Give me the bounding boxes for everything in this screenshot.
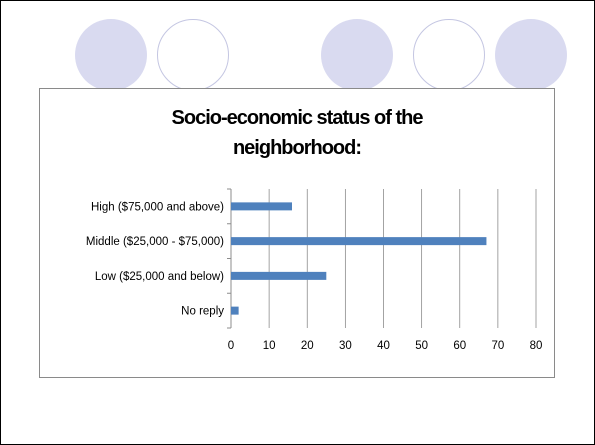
x-tick-label-3: 30 <box>339 340 352 352</box>
decorative-circle-3 <box>321 19 393 91</box>
x-tick-label-4: 40 <box>377 340 390 352</box>
decorative-circle-1 <box>75 19 147 91</box>
x-tick-label-0: 0 <box>228 340 234 352</box>
bar-2 <box>231 271 327 280</box>
chart-title-line-2: neighborhood: <box>232 137 362 159</box>
category-label-0: High ($75,000 and above) <box>91 201 224 213</box>
x-tick-label-1: 10 <box>263 340 276 352</box>
chart-title: Socio-economic status of the neighborhoo… <box>40 103 554 163</box>
x-tick-label-8: 80 <box>530 340 543 352</box>
category-label-1: Middle ($25,000 - $75,000) <box>86 236 224 248</box>
category-label-3: No reply <box>181 306 224 318</box>
chart-title-line-1: Socio-economic status of the <box>171 107 424 129</box>
category-label-2: Low ($25,000 and below) <box>95 271 224 283</box>
x-tick-label-6: 60 <box>453 340 466 352</box>
decorative-circle-4 <box>413 19 485 91</box>
x-tick-label-5: 50 <box>415 340 428 352</box>
decorative-circle-2 <box>157 19 229 91</box>
bar-0 <box>231 202 292 211</box>
bar-3 <box>231 306 239 315</box>
x-tick-label-2: 20 <box>301 340 314 352</box>
decorative-circle-5 <box>495 19 567 91</box>
bar-chart: High ($75,000 and above) Middle ($25,000 … <box>86 188 543 352</box>
chart-container: Socio-economic status of the neighborhoo… <box>39 88 555 378</box>
bar-1 <box>231 237 487 246</box>
x-tick-label-7: 70 <box>491 340 504 352</box>
